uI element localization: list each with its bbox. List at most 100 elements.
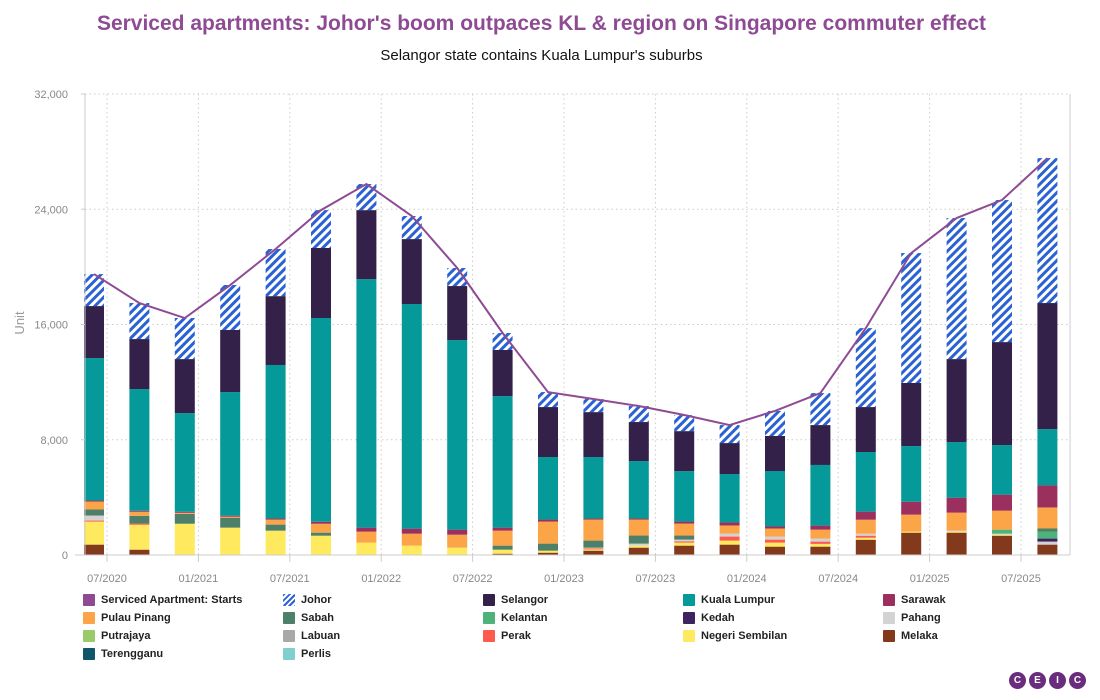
legend-label: Perlis xyxy=(301,648,331,660)
bar-sarawak xyxy=(401,528,422,534)
bar-pulau-pinang xyxy=(129,511,150,516)
bar-melaka xyxy=(946,532,967,555)
bar-pahang xyxy=(946,530,967,532)
bar-negeri-sembilan xyxy=(765,542,785,547)
bar-sarawak xyxy=(719,522,740,526)
legend-item[interactable]: Kelantan xyxy=(483,612,547,624)
legend-item[interactable]: Putrajaya xyxy=(83,630,151,642)
bar-johor xyxy=(265,249,286,297)
bar-perak xyxy=(765,539,785,543)
bar-sarawak xyxy=(810,525,831,530)
x-tick-label: 07/2020 xyxy=(87,573,127,585)
legend-item[interactable]: Sarawak xyxy=(883,594,946,606)
bar-sarawak xyxy=(492,527,513,531)
bar-selangor xyxy=(628,422,649,462)
bar-johor xyxy=(129,303,150,340)
bar-johor xyxy=(628,406,649,423)
legend-swatch xyxy=(683,612,695,624)
bar-sarawak xyxy=(311,521,331,524)
bar-melaka xyxy=(492,553,513,555)
legend-item[interactable]: Perlis xyxy=(283,648,331,660)
bar-kedah xyxy=(1037,538,1058,542)
bar-perak xyxy=(855,535,876,538)
legend-item[interactable]: Pahang xyxy=(883,612,941,624)
bar-pulau-pinang xyxy=(220,516,241,518)
legend-label: Pahang xyxy=(901,612,941,624)
bar-johor xyxy=(356,184,377,211)
bar-selangor xyxy=(719,443,740,475)
bar-melaka xyxy=(992,535,1012,555)
bar-selangor xyxy=(174,359,195,414)
bar-kuala-lumpur xyxy=(129,389,150,511)
bar-sabah xyxy=(311,532,331,536)
bar-sarawak xyxy=(901,501,922,515)
y-tick-label: 32,000 xyxy=(34,89,68,101)
bar-kuala-lumpur xyxy=(174,413,195,512)
bar-negeri-sembilan xyxy=(84,521,104,545)
y-axis-label: Unit xyxy=(12,311,27,335)
bar-melaka xyxy=(538,552,558,555)
x-tick-label: 01/2022 xyxy=(361,573,401,585)
bar-perak xyxy=(129,523,150,525)
bar-selangor xyxy=(765,436,785,472)
legend-item[interactable]: Negeri Sembilan xyxy=(683,630,787,642)
bar-pahang xyxy=(674,539,695,542)
legend-item[interactable]: Serviced Apartment: Starts xyxy=(83,594,242,606)
bar-pulau-pinang xyxy=(992,510,1012,530)
legend-label: Sabah xyxy=(301,612,335,624)
bar-pulau-pinang xyxy=(538,521,558,544)
bar-sarawak xyxy=(992,494,1012,511)
bar-sarawak xyxy=(84,500,104,502)
bar-sarawak xyxy=(129,510,150,512)
legend-swatch xyxy=(283,612,295,624)
bar-kuala-lumpur xyxy=(492,396,513,528)
bar-kuala-lumpur xyxy=(855,451,876,512)
legend-swatch xyxy=(483,612,495,624)
bar-sabah xyxy=(1037,528,1058,532)
bar-kuala-lumpur xyxy=(719,474,740,523)
bar-kuala-lumpur xyxy=(311,318,331,522)
legend-item[interactable]: Kuala Lumpur xyxy=(683,594,775,606)
legend-swatch xyxy=(283,648,295,660)
legend-swatch xyxy=(683,594,695,606)
bar-pulau-pinang xyxy=(447,534,468,548)
bar-selangor xyxy=(265,296,286,365)
bar-pulau-pinang xyxy=(810,529,831,539)
bar-pahang xyxy=(84,515,104,521)
bar-johor xyxy=(1037,158,1058,304)
bar-sarawak xyxy=(765,526,785,529)
legend-swatch xyxy=(83,612,95,624)
bar-pulau-pinang xyxy=(628,519,649,536)
bar-kuala-lumpur xyxy=(265,364,286,519)
legend-swatch xyxy=(283,594,295,606)
legend-item[interactable]: Kedah xyxy=(683,612,735,624)
logo-letter: E xyxy=(1029,672,1046,689)
legend-label: Johor xyxy=(301,594,332,606)
bar-sarawak xyxy=(447,529,468,535)
legend-swatch xyxy=(883,612,895,624)
legend-item[interactable]: Terengganu xyxy=(83,648,163,660)
bar-johor xyxy=(719,425,740,444)
legend-item[interactable]: Melaka xyxy=(883,630,938,642)
bar-selangor xyxy=(356,210,377,280)
legend-item[interactable]: Labuan xyxy=(283,630,340,642)
bar-pahang xyxy=(810,538,831,542)
legend-swatch xyxy=(883,630,895,642)
bar-kuala-lumpur xyxy=(220,392,241,516)
legend-item[interactable]: Selangor xyxy=(483,594,548,606)
legend-item[interactable]: Johor xyxy=(283,594,332,606)
bar-sabah xyxy=(583,540,604,548)
legend-label: Melaka xyxy=(901,630,938,642)
legend-swatch xyxy=(83,648,95,660)
bar-sabah xyxy=(174,513,195,524)
bar-negeri-sembilan xyxy=(447,547,468,555)
bar-perak xyxy=(719,536,740,541)
legend-item[interactable]: Sabah xyxy=(283,612,334,624)
legend-item[interactable]: Pulau Pinang xyxy=(83,612,171,624)
bar-negeri-sembilan xyxy=(492,549,513,554)
x-tick-label: 07/2025 xyxy=(1001,573,1041,585)
legend-swatch xyxy=(883,594,895,606)
legend-item[interactable]: Perak xyxy=(483,630,531,642)
bar-pahang xyxy=(1037,541,1058,545)
bar-melaka xyxy=(810,546,831,555)
